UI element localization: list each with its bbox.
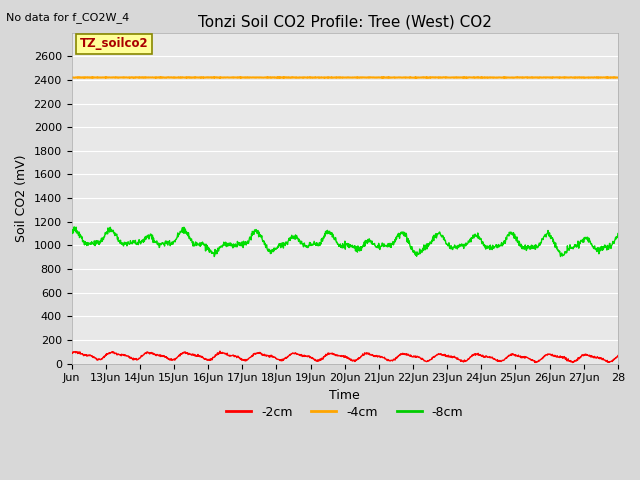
X-axis label: Time: Time bbox=[330, 389, 360, 402]
Y-axis label: Soil CO2 (mV): Soil CO2 (mV) bbox=[15, 155, 28, 242]
Legend: -2cm, -4cm, -8cm: -2cm, -4cm, -8cm bbox=[221, 401, 468, 424]
Text: No data for f_CO2W_4: No data for f_CO2W_4 bbox=[6, 12, 130, 23]
Title: Tonzi Soil CO2 Profile: Tree (West) CO2: Tonzi Soil CO2 Profile: Tree (West) CO2 bbox=[198, 15, 492, 30]
Text: TZ_soilco2: TZ_soilco2 bbox=[80, 37, 148, 50]
